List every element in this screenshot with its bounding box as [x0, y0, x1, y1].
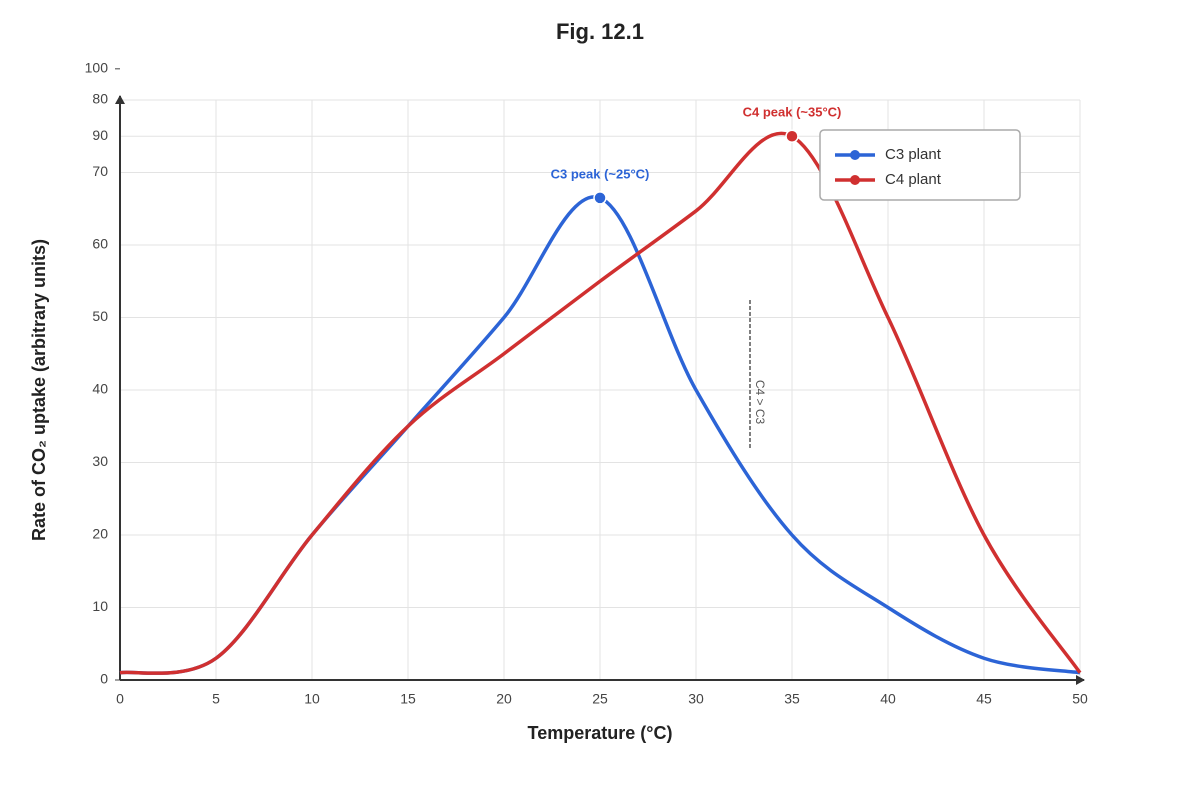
y-axis-arrow	[115, 95, 125, 104]
x-tick-label: 25	[592, 691, 608, 707]
y-tick-label: 80	[92, 91, 108, 107]
peak-label: C4 peak (~35°C)	[743, 105, 842, 120]
y-tick-label: 40	[92, 381, 108, 397]
x-tick-label: 5	[212, 691, 220, 707]
y-tick-label: 10	[92, 598, 108, 614]
y-tick-label: 20	[92, 526, 108, 542]
x-tick-label: 45	[976, 691, 992, 707]
chart-title: Fig. 12.1	[556, 19, 644, 44]
y-tick-label: 50	[92, 308, 108, 324]
y-tick-label: 100	[85, 60, 109, 76]
annotation: C4 > C3	[753, 380, 767, 425]
x-tick-label: 30	[688, 691, 704, 707]
legend-marker	[850, 175, 860, 185]
x-tick-label: 20	[496, 691, 512, 707]
peak-marker	[593, 191, 607, 205]
legend-marker	[850, 150, 860, 160]
y-axis-label: Rate of CO₂ uptake (arbitrary units)	[29, 239, 49, 541]
legend-box	[819, 129, 1021, 201]
y-tick-label: 70	[92, 163, 108, 179]
x-tick-label: 40	[880, 691, 896, 707]
y-tick-label: 30	[92, 453, 108, 469]
legend-label: C4 plant	[885, 171, 942, 188]
legend-label: C3 plant	[885, 146, 942, 163]
x-tick-label: 35	[784, 691, 800, 707]
x-tick-label: 15	[400, 691, 416, 707]
peak-marker	[785, 129, 799, 143]
x-axis-arrow	[1076, 675, 1085, 685]
x-axis-label: Temperature (°C)	[528, 723, 673, 743]
x-tick-label: 0	[116, 691, 124, 707]
x-tick-label: 10	[304, 691, 320, 707]
peak-label: C3 peak (~25°C)	[551, 166, 650, 181]
y-tick-label: 0	[100, 671, 108, 687]
x-tick-label: 50	[1072, 691, 1088, 707]
y-tick-label: 60	[92, 236, 108, 252]
series-line	[119, 131, 1082, 676]
y-tick-label: 90	[92, 127, 108, 143]
